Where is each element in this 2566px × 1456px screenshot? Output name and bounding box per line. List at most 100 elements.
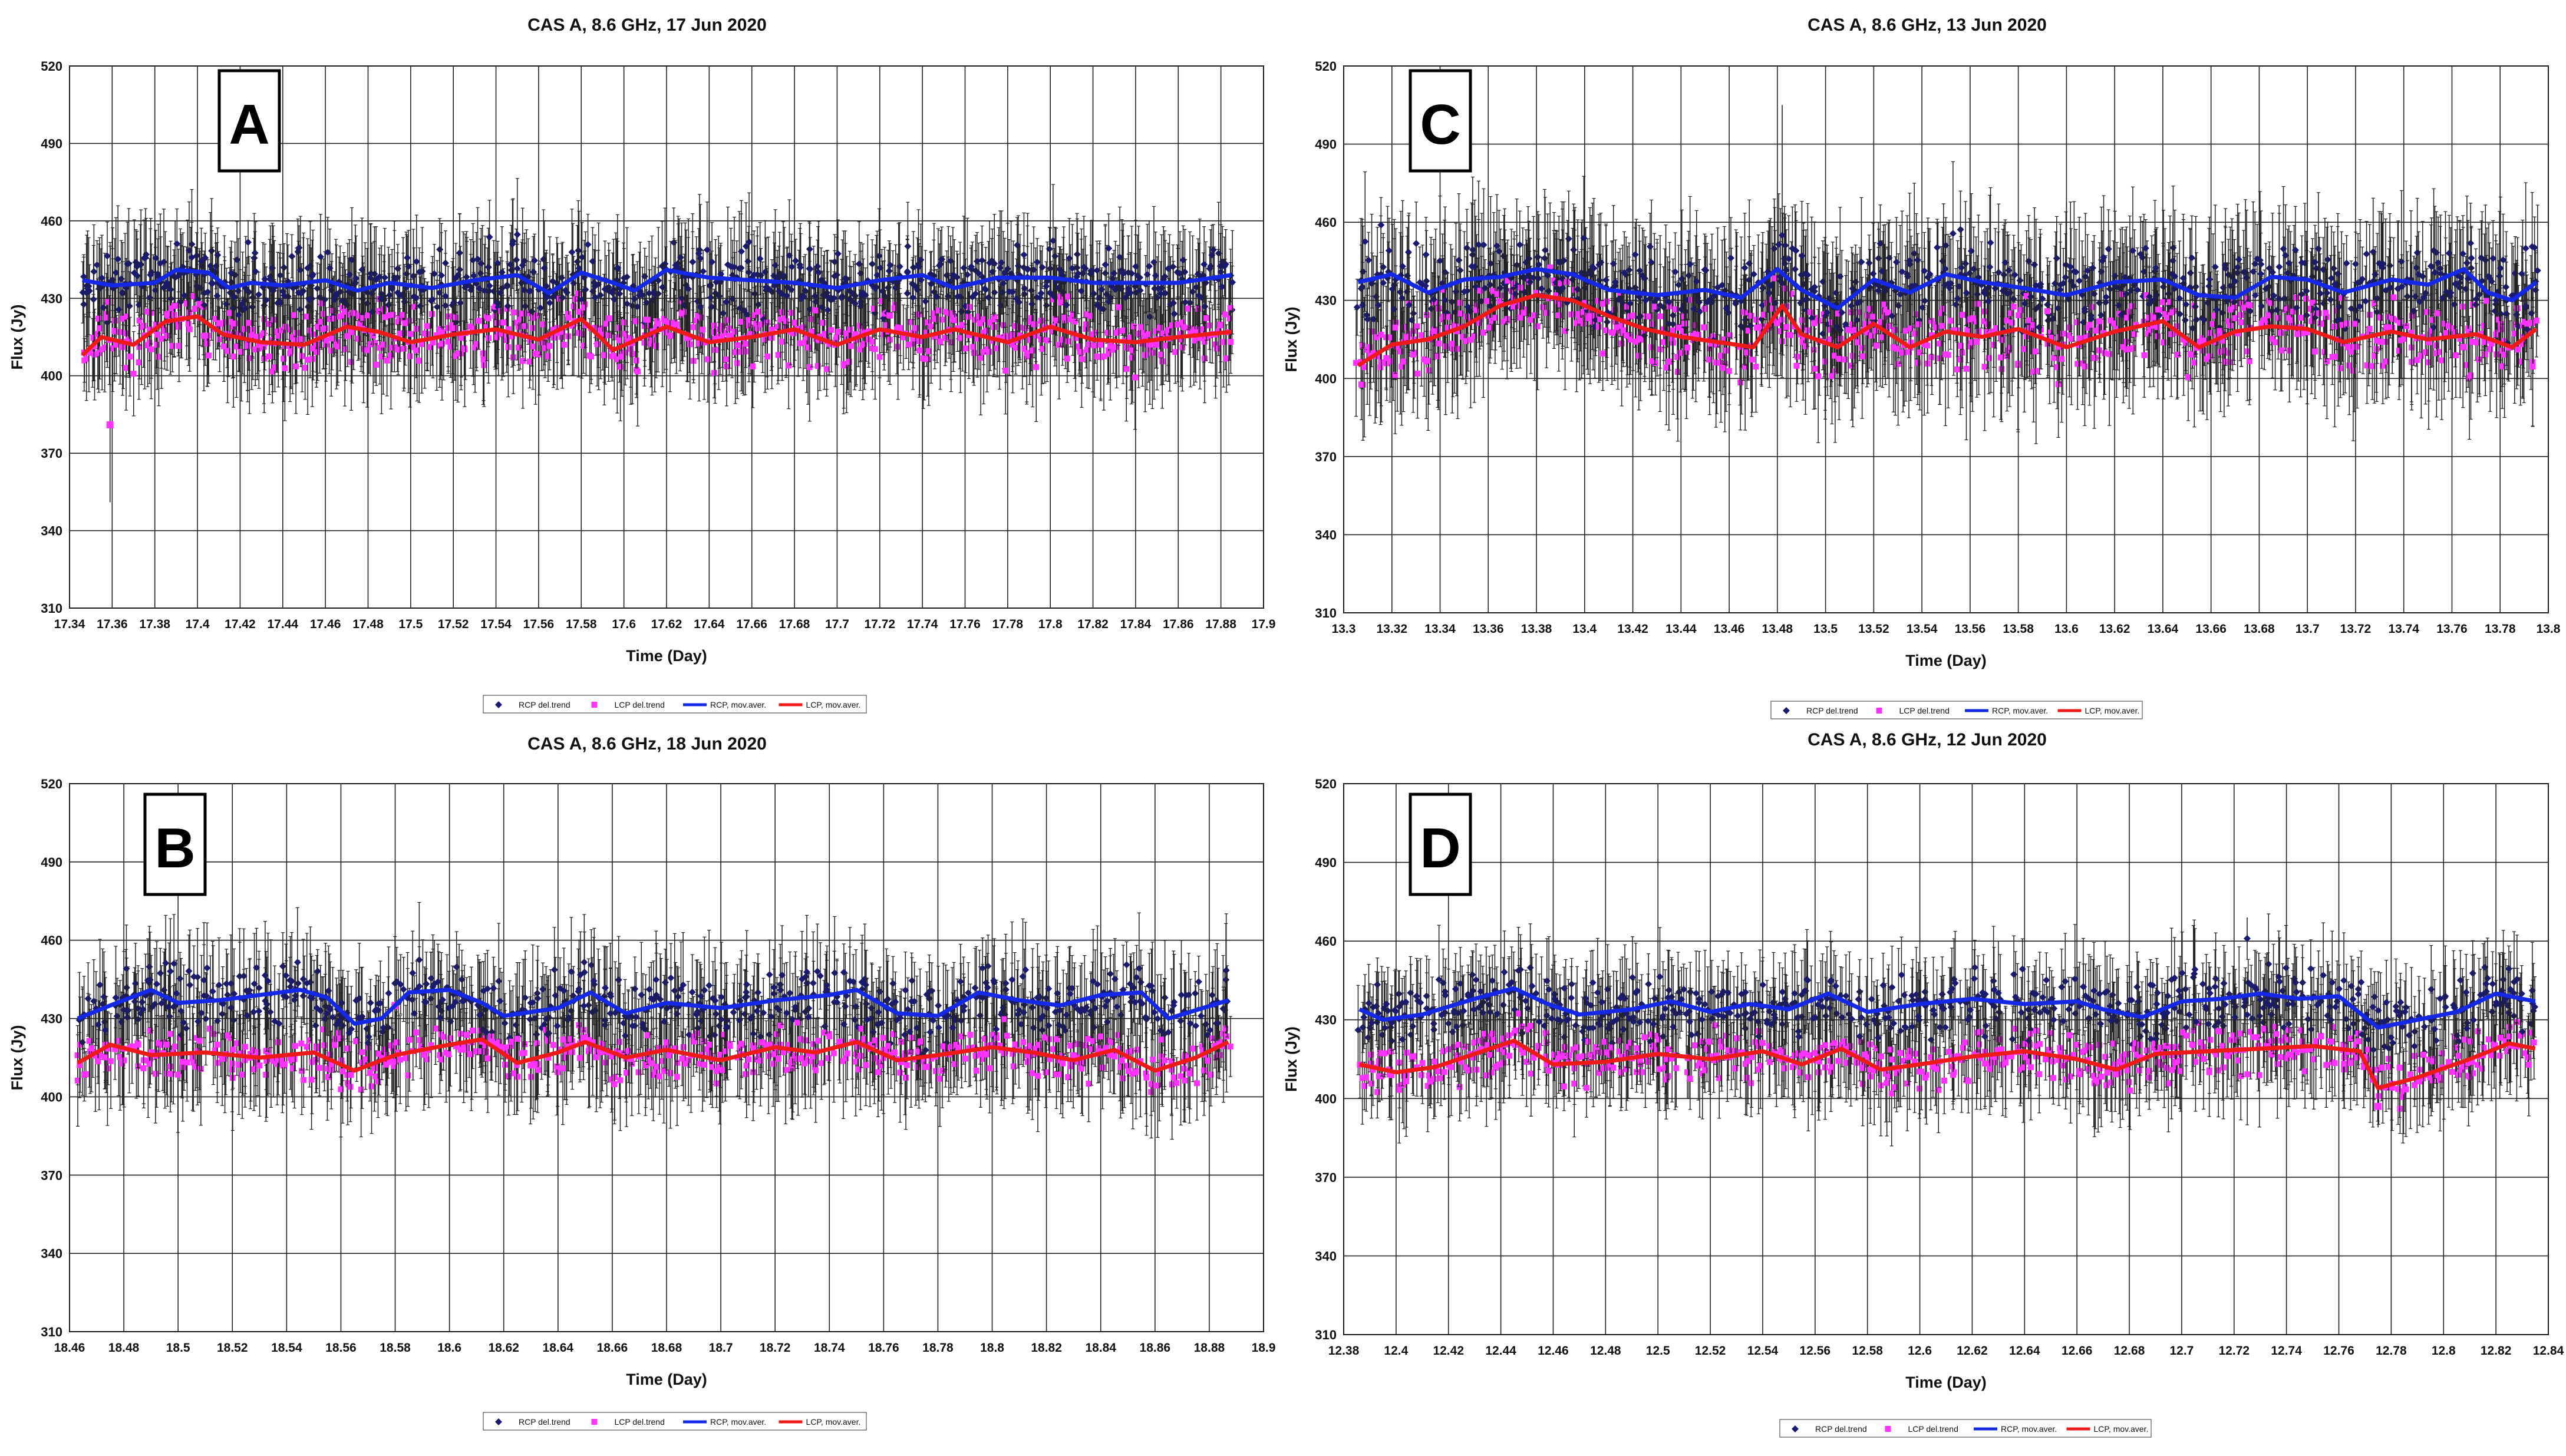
lcp-point bbox=[898, 325, 903, 331]
lcp-point bbox=[302, 365, 308, 371]
lcp-point bbox=[413, 348, 419, 354]
lcp-point bbox=[239, 349, 245, 355]
lcp-point bbox=[149, 346, 154, 352]
lcp-point bbox=[606, 332, 612, 338]
lcp-point bbox=[187, 326, 193, 332]
x-axis-label: Time (Day) bbox=[626, 647, 707, 665]
lcp-point bbox=[594, 341, 600, 347]
x-tick-label: 17.44 bbox=[268, 618, 299, 631]
lcp-point bbox=[373, 362, 379, 368]
y-tick-label: 520 bbox=[41, 59, 62, 74]
x-tick-label: 17.66 bbox=[736, 618, 767, 631]
chart-title: CAS A, 8.6 GHz, 17 Jun 2020 bbox=[527, 15, 767, 35]
lcp-point bbox=[561, 342, 567, 348]
x-tick-label: 17.58 bbox=[566, 618, 597, 631]
lcp-point bbox=[504, 337, 510, 343]
lcp-point bbox=[731, 329, 737, 335]
lcp-point bbox=[779, 339, 785, 345]
lcp-point bbox=[141, 323, 147, 329]
lcp-point bbox=[137, 318, 143, 323]
lcp-point bbox=[805, 345, 811, 351]
lcp-point bbox=[559, 334, 565, 340]
lcp-point bbox=[205, 341, 210, 346]
lcp-point bbox=[230, 354, 236, 359]
lcp-point bbox=[416, 358, 422, 364]
lcp-point bbox=[401, 346, 407, 352]
x-tick-label: 17.4 bbox=[186, 618, 210, 631]
lcp-point bbox=[871, 306, 877, 312]
lcp-point bbox=[476, 318, 482, 324]
lcp-point bbox=[260, 330, 266, 336]
lcp-point bbox=[206, 352, 212, 358]
y-tick-label: 490 bbox=[41, 136, 62, 151]
lcp-point bbox=[511, 309, 517, 315]
x-tick-label: 17.42 bbox=[225, 618, 256, 631]
lcp-point bbox=[529, 325, 535, 331]
y-axis-label: Flux (Jy) bbox=[8, 304, 26, 369]
y-tick-label: 430 bbox=[41, 291, 62, 306]
x-tick-label: 17.88 bbox=[1205, 618, 1236, 631]
x-tick-label: 17.78 bbox=[992, 618, 1024, 631]
lcp-point bbox=[186, 321, 192, 327]
x-tick-label: 17.76 bbox=[949, 618, 981, 631]
lcp-point bbox=[510, 355, 516, 361]
lcp-point bbox=[424, 323, 430, 329]
lcp-point bbox=[575, 290, 581, 296]
x-tick-label: 17.72 bbox=[865, 618, 896, 631]
lcp-point bbox=[848, 343, 854, 349]
lcp-point bbox=[743, 348, 748, 354]
lcp-point bbox=[942, 335, 948, 341]
lcp-point bbox=[618, 364, 624, 369]
lcp-point bbox=[390, 312, 396, 318]
lcp-point bbox=[282, 365, 288, 371]
lcp-point bbox=[700, 326, 705, 332]
lcp-point bbox=[755, 309, 761, 315]
lcp-point bbox=[877, 354, 883, 360]
lcp-point bbox=[606, 315, 612, 321]
x-tick-label: 17.56 bbox=[523, 618, 555, 631]
lcp-point bbox=[887, 313, 893, 319]
x-tick-label: 17.8 bbox=[1038, 618, 1063, 631]
y-tick-label: 310 bbox=[41, 601, 62, 616]
x-tick-label: 17.84 bbox=[1120, 618, 1152, 631]
lcp-point bbox=[925, 356, 931, 362]
x-tick-label: 17.86 bbox=[1163, 618, 1194, 631]
x-tick-label: 17.38 bbox=[139, 618, 170, 631]
lcp-point bbox=[486, 315, 492, 321]
lcp-point bbox=[530, 344, 536, 349]
lcp-point bbox=[698, 315, 704, 321]
lcp-point bbox=[407, 353, 413, 359]
lcp-point bbox=[869, 339, 875, 345]
lcp-point bbox=[792, 320, 798, 326]
lcp-point bbox=[691, 324, 697, 330]
lcp-point bbox=[872, 346, 878, 352]
lcp-point bbox=[545, 353, 551, 359]
lcp-point bbox=[829, 327, 835, 333]
lcp-point bbox=[764, 354, 770, 359]
lcp-point bbox=[299, 336, 305, 342]
lcp-point bbox=[566, 315, 572, 321]
lcp-point bbox=[266, 354, 272, 359]
x-tick-label: 17.34 bbox=[54, 618, 85, 631]
lcp-point bbox=[242, 326, 248, 332]
lcp-point bbox=[928, 323, 934, 329]
lcp-point bbox=[687, 341, 693, 347]
lcp-point bbox=[322, 325, 328, 331]
lcp-point bbox=[245, 342, 250, 348]
lcp-point bbox=[522, 323, 528, 329]
lcp-point bbox=[131, 371, 137, 377]
lcp-point bbox=[952, 318, 958, 323]
lcp-point bbox=[481, 356, 487, 362]
lcp-point bbox=[127, 354, 133, 359]
x-tick-label: 17.6 bbox=[612, 618, 636, 631]
x-tick-label: 17.52 bbox=[438, 618, 469, 631]
x-tick-label: 17.74 bbox=[907, 618, 938, 631]
lcp-point bbox=[820, 320, 826, 326]
x-tick-label: 17.46 bbox=[310, 618, 341, 631]
lcp-point bbox=[546, 343, 552, 349]
lcp-point bbox=[176, 343, 182, 349]
lcp-point bbox=[461, 346, 467, 352]
lcp-point bbox=[723, 356, 729, 362]
